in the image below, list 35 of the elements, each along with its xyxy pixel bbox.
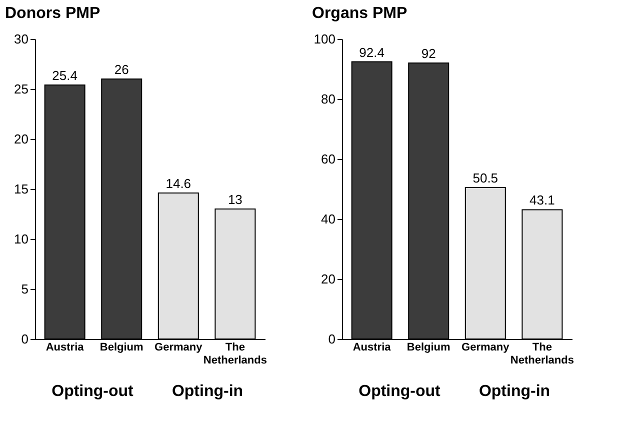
x-tick-label: Austria <box>352 342 392 354</box>
y-tick-label: 25 <box>14 82 28 96</box>
y-tick-label: 10 <box>14 232 28 246</box>
data-label: 14.6 <box>166 176 192 191</box>
text: Opting-out <box>358 383 442 400</box>
x-tick-label: Belgium <box>406 342 451 354</box>
text: Opting-in <box>172 383 244 400</box>
y-tick-label: 100 <box>314 32 336 46</box>
y-tick-label: 0 <box>328 332 336 346</box>
data-label: 92.4 <box>359 44 384 60</box>
y-tick-label: 5 <box>21 282 28 296</box>
chart-title: Organs PMP <box>312 5 408 22</box>
x-tick-label: The Netherlands <box>203 342 267 366</box>
data-label: 13 <box>228 192 242 207</box>
y-tick-label: 20 <box>14 132 28 146</box>
data-label: 43.1 <box>530 192 555 208</box>
x-tick-label: Germany <box>154 342 204 354</box>
x-tick-label: Belgium <box>100 342 144 354</box>
text: Opting-out <box>52 383 134 400</box>
data-label: 92 <box>421 46 436 61</box>
x-tick-label: The Netherlands <box>510 342 574 366</box>
x-tick-label: Austria <box>46 342 85 354</box>
x-tick-label: Germany <box>462 342 510 354</box>
y-tick-label: 60 <box>321 152 336 166</box>
y-tick-label: 30 <box>14 32 28 46</box>
data-label: 25.4 <box>52 68 78 83</box>
y-tick-label: 0 <box>21 332 28 346</box>
y-tick-label: 80 <box>321 92 336 106</box>
text: Opting-in <box>478 383 550 400</box>
data-label: 26 <box>114 62 129 77</box>
y-tick-label: 15 <box>14 182 28 196</box>
y-tick-label: 20 <box>321 272 336 286</box>
chart-title: Donors PMP <box>5 5 100 22</box>
y-tick-label: 40 <box>321 212 336 226</box>
data-label: 50.5 <box>472 170 498 186</box>
